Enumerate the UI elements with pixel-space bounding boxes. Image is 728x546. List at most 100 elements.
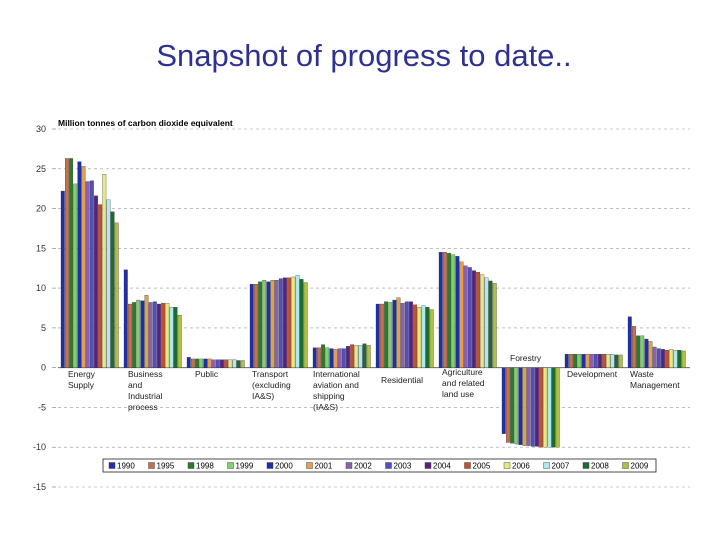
legend-swatch-1999 (227, 462, 234, 469)
bar-2009-cat1 (177, 315, 182, 368)
bar-2002-cat2 (211, 359, 216, 368)
y-axis-label: Million tonnes of carbon dioxide equival… (58, 118, 233, 128)
category-label: process (128, 402, 158, 412)
bar-2008-cat8 (614, 354, 619, 368)
bar-2000-cat6 (455, 256, 460, 368)
bar-2009-cat4 (366, 345, 371, 368)
category-label: (excluding (252, 380, 291, 390)
bar-2003-cat0 (89, 180, 94, 368)
bar-2007-cat5 (421, 305, 426, 368)
legend-label-1998: 1998 (196, 462, 214, 471)
bar-2004-cat7 (535, 367, 539, 447)
bar-2008-cat9 (677, 350, 682, 368)
category-label: Agriculture (442, 367, 483, 377)
bar-2008-cat6 (488, 280, 493, 368)
bar-2004-cat2 (220, 359, 224, 368)
bar-2002-cat9 (652, 346, 657, 368)
bar-2006-cat9 (669, 349, 674, 368)
bar-1995-cat5 (379, 303, 384, 368)
legend-swatch-2004 (424, 462, 432, 469)
bar-2004-cat9 (661, 349, 665, 368)
bar-2007-cat8 (610, 353, 615, 368)
bar-1995-cat7 (505, 367, 510, 443)
legend-swatch-1990 (108, 462, 116, 469)
bar-1995-cat6 (442, 252, 447, 368)
forestry-label-bg (508, 352, 548, 363)
category-label: shipping (313, 391, 345, 401)
bar-2001-cat6 (459, 261, 464, 368)
bar-2000-cat2 (203, 358, 208, 368)
bar-2000-cat9 (644, 338, 649, 368)
bar-2000-cat7 (518, 367, 523, 445)
bar-2007-cat2 (232, 359, 237, 368)
category-label: Residential (381, 375, 423, 385)
legend-label-2000: 2000 (275, 462, 293, 471)
bar-2002-cat4 (337, 348, 342, 368)
legend-box (102, 458, 657, 473)
bar-2009-cat2 (240, 360, 245, 368)
legend-label-1999: 1999 (236, 462, 254, 471)
bar-2005-cat7 (539, 367, 544, 448)
bar-1998-cat0 (69, 158, 74, 368)
bar-1995-cat0 (65, 158, 69, 368)
legend-label-2007: 2007 (552, 462, 570, 471)
y-tick-label: 30 (36, 124, 46, 134)
category-label: Forestry (510, 353, 542, 363)
y-tick-label: 25 (36, 164, 46, 174)
y-tick-label: 20 (36, 204, 46, 214)
legend-swatch-2002 (345, 462, 353, 469)
bar-1999-cat1 (136, 299, 141, 368)
category-label: Management (630, 380, 680, 390)
legend-label-1995: 1995 (157, 462, 175, 471)
bar-2002-cat8 (589, 353, 594, 368)
bar-2008-cat1 (173, 307, 178, 368)
bar-2005-cat6 (476, 272, 481, 368)
category-label: Waste (630, 369, 654, 379)
category-label: Public (195, 369, 219, 379)
y-tick-label: -10 (33, 442, 46, 452)
bar-1999-cat2 (199, 358, 204, 368)
bar-2003-cat7 (530, 367, 535, 447)
bar-2006-cat1 (165, 303, 170, 368)
bar-1998-cat7 (510, 367, 514, 444)
bar-2003-cat8 (593, 353, 598, 368)
legend-label-2004: 2004 (433, 462, 451, 471)
bar-2009-cat7 (555, 367, 560, 448)
bar-2009-cat3 (303, 282, 308, 368)
legend-label-2006: 2006 (512, 462, 530, 471)
bar-1990-cat1 (123, 269, 128, 368)
category-label: Business (128, 369, 163, 379)
bar-2001-cat7 (522, 367, 527, 446)
bar-1995-cat2 (190, 358, 195, 368)
bar-1990-cat4 (312, 347, 317, 368)
y-tick-label: 10 (36, 283, 46, 293)
bar-2004-cat4 (346, 346, 350, 368)
gridlines (58, 128, 690, 488)
bar-2007-cat9 (673, 350, 678, 368)
bar-2005-cat3 (287, 277, 292, 368)
bar-2007-cat3 (295, 275, 300, 368)
legend-swatch-2009 (622, 462, 629, 469)
bar-2007-cat6 (484, 277, 489, 368)
bar-2000-cat1 (140, 300, 145, 368)
category-label: Supply (68, 380, 95, 390)
bar-1990-cat5 (375, 303, 380, 368)
bar-2008-cat7 (551, 367, 556, 448)
bar-2007-cat4 (358, 345, 363, 368)
legend-swatch-2007 (543, 462, 550, 469)
bar-2003-cat6 (467, 267, 472, 368)
legend-label-2001: 2001 (315, 462, 333, 471)
bar-2008-cat4 (362, 343, 367, 368)
bar-2006-cat3 (291, 276, 296, 368)
bar-2008-cat0 (110, 211, 115, 368)
bar-2009-cat9 (681, 350, 686, 368)
bar-2006-cat7 (543, 367, 548, 448)
category-label: and related (442, 378, 485, 388)
legend-label-2009: 2009 (631, 462, 649, 471)
y-tick-label: 5 (41, 323, 46, 333)
bar-1998-cat6 (447, 252, 451, 368)
bar-1995-cat9 (632, 326, 636, 368)
legend-label-2002: 2002 (354, 462, 372, 471)
bar-2001-cat5 (396, 297, 401, 368)
